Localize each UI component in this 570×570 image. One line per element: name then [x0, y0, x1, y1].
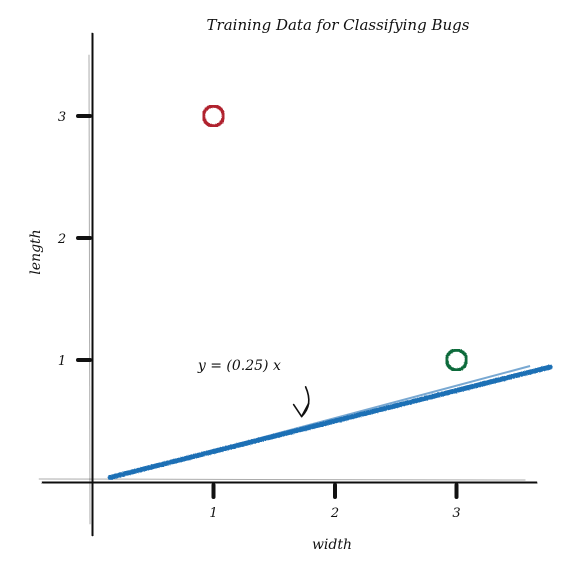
axes-layer: [38, 32, 538, 537]
points-layer: [201, 104, 469, 372]
x-axis-line: [41, 480, 538, 485]
x-axis-line-echo: [38, 478, 526, 481]
y-tick-label: 2: [57, 232, 66, 247]
ticks-layer: 1 2 3 1 2 3: [57, 110, 461, 521]
y-axis-line-echo: [88, 54, 91, 525]
annotation-arrowhead: [292, 402, 310, 418]
y-tick-label: 3: [58, 110, 66, 125]
annotation-arrow: [300, 386, 310, 418]
x-tick-label: 3: [452, 506, 460, 521]
line-annotation-label: y = (0.25) x: [197, 358, 281, 374]
annotation-layer: y = (0.25) x: [197, 358, 310, 418]
x-tick-label: 2: [330, 506, 339, 521]
x-tick-label: 1: [209, 506, 217, 521]
data-point-2: [444, 348, 469, 372]
decision-line-echo: [119, 365, 531, 477]
y-tick-label: 1: [58, 354, 66, 369]
y-axis-label: length: [28, 229, 44, 274]
x-axis-label: width: [312, 537, 352, 553]
line-layer: [107, 364, 553, 480]
y-axis-line: [90, 32, 95, 537]
data-point-1: [201, 104, 226, 128]
chart-title: Training Data for Classifying Bugs: [207, 16, 470, 34]
